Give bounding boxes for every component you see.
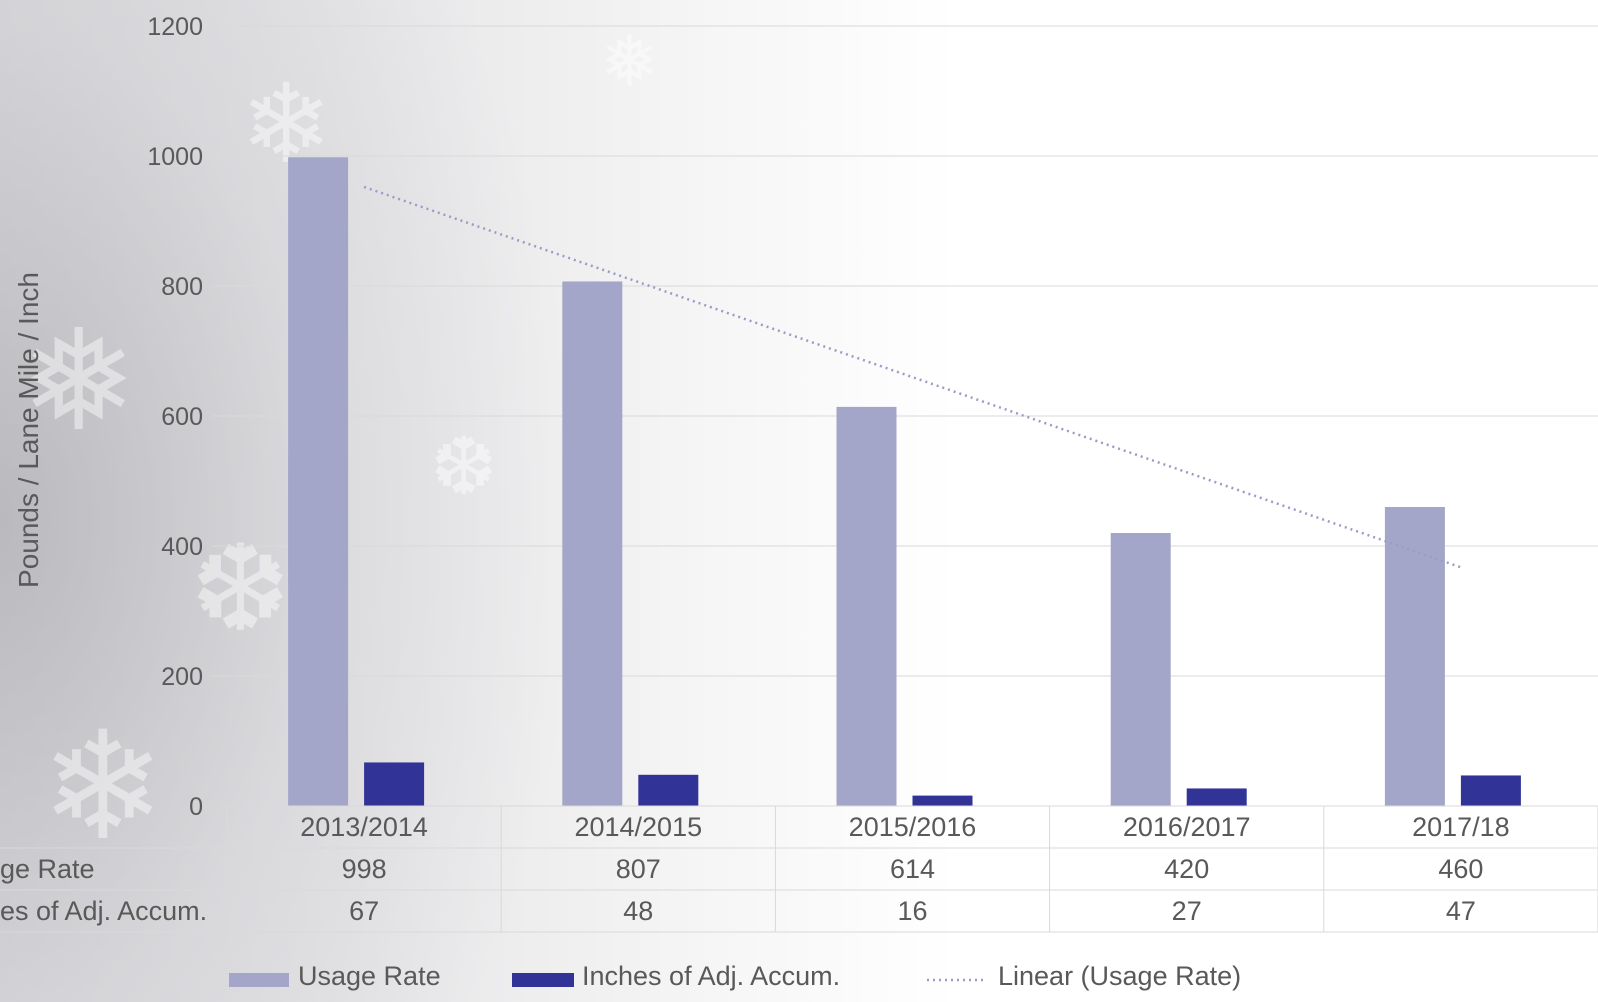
trendline — [363, 185, 1462, 569]
usage-rate-bar — [288, 157, 349, 807]
category-label: 2014/2015 — [574, 812, 702, 842]
y-tick-label: 200 — [161, 663, 203, 691]
inches-accum-value: 27 — [1172, 896, 1202, 926]
legend-label: Linear (Usage Rate) — [998, 961, 1241, 991]
category-label: 2015/2016 — [849, 812, 977, 842]
snowflake-icon: ❄ — [40, 700, 166, 874]
snowflake-icon: ❆ — [430, 420, 498, 513]
usage-rate-value: 807 — [616, 854, 661, 884]
y-axis-ticks: 0 200 400 600 800 1000 1200 — [147, 13, 203, 821]
legend-swatch-inches-accum — [512, 973, 574, 987]
snowflake-icon: ❅ — [600, 20, 659, 102]
y-tick-label: 600 — [161, 403, 203, 431]
inches-accum-value: 48 — [623, 896, 653, 926]
usage-rate-value: 460 — [1438, 854, 1483, 884]
y-tick-label: 1200 — [147, 13, 203, 41]
bars — [288, 157, 1521, 807]
table-row-label: es of Adj. Accum. — [0, 896, 207, 926]
inches-accum-bar — [638, 774, 699, 806]
y-axis-label: Pounds / Lane Mile / Inch — [13, 272, 44, 588]
usage-rate-bar — [1384, 507, 1445, 806]
inches-accum-value: 16 — [897, 896, 927, 926]
trendline-line — [363, 185, 1462, 569]
legend: Usage Rate Inches of Adj. Accum. Linear (U… — [229, 961, 1241, 991]
data-table: 2013/2014 998 67 2014/2015 807 48 2015/2016 614… — [0, 805, 1598, 933]
usage-rate-value: 614 — [890, 854, 935, 884]
inches-accum-value: 67 — [349, 896, 379, 926]
legend-swatch-usage-rate — [229, 973, 289, 987]
y-tick-label: 1000 — [147, 143, 203, 171]
usage-rate-bar — [1110, 533, 1171, 806]
inches-accum-value: 47 — [1446, 896, 1476, 926]
category-label: 2017/18 — [1412, 812, 1510, 842]
snowflake-icon: ❅ — [20, 300, 138, 463]
inches-accum-bar — [1460, 775, 1521, 806]
usage-rate-bar — [836, 406, 897, 806]
inches-accum-bar — [912, 795, 973, 806]
table-row-label: ge Rate — [0, 854, 95, 884]
gridlines — [212, 25, 1598, 677]
inches-accum-bar — [364, 762, 425, 806]
usage-rate-value: 420 — [1164, 854, 1209, 884]
inches-accum-bar — [1186, 788, 1247, 806]
y-tick-label: 400 — [161, 533, 203, 561]
usage-rate-value: 998 — [342, 854, 387, 884]
category-label: 2013/2014 — [300, 812, 428, 842]
legend-label: Usage Rate — [298, 961, 441, 991]
y-tick-label: 800 — [161, 273, 203, 301]
category-label: 2016/2017 — [1123, 812, 1251, 842]
snowflake-icon: ❆ — [190, 520, 291, 659]
legend-label: Inches of Adj. Accum. — [582, 961, 840, 991]
usage-rate-bar — [562, 281, 623, 806]
y-tick-label: 0 — [189, 793, 203, 821]
